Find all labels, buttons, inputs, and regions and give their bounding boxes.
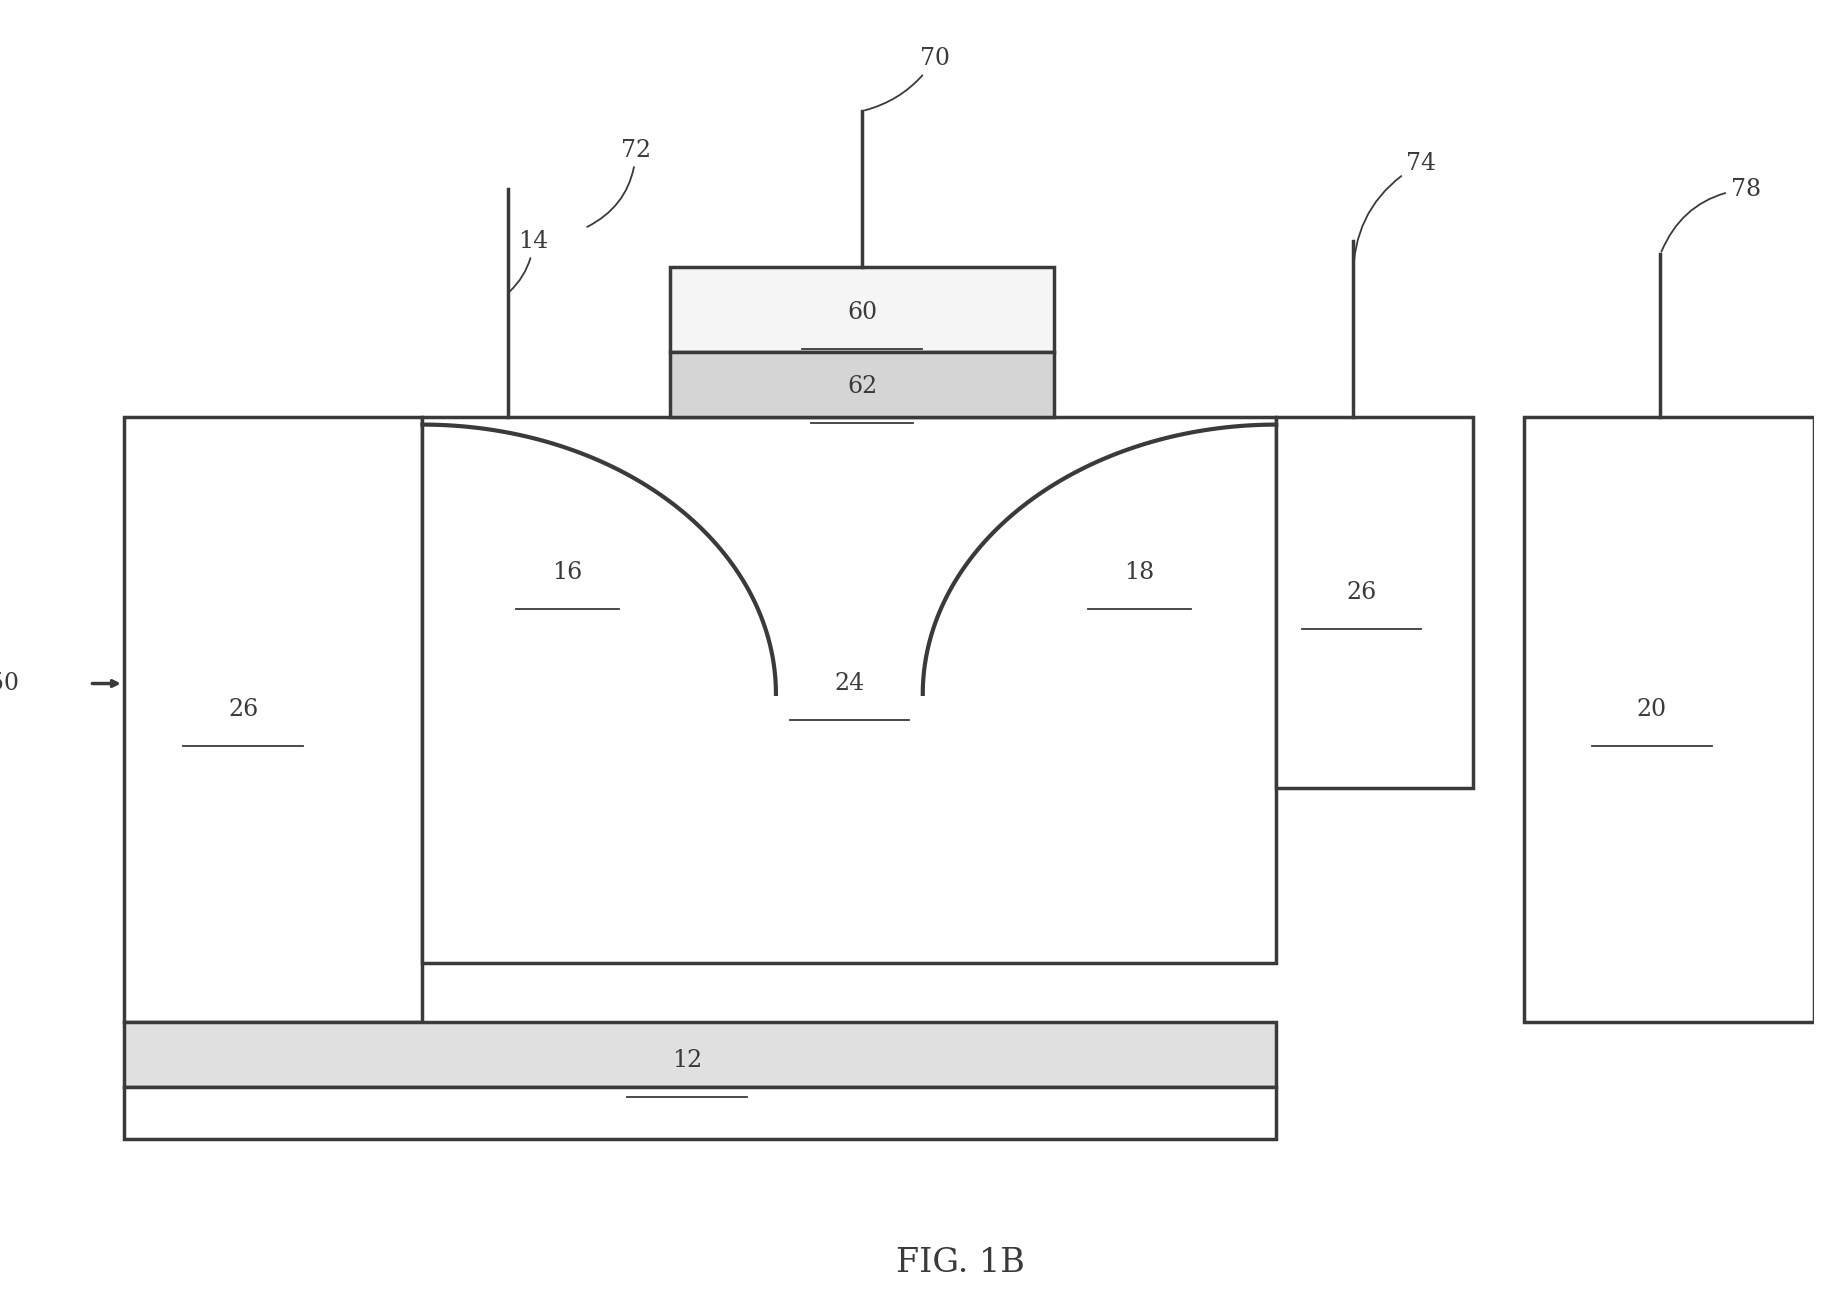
- Text: 50: 50: [0, 672, 20, 696]
- Text: FIG. 1B: FIG. 1B: [896, 1247, 1025, 1278]
- Bar: [1524, 417, 1814, 1022]
- Text: 26: 26: [1346, 581, 1377, 604]
- Bar: [422, 417, 1277, 964]
- Text: 24: 24: [834, 672, 865, 696]
- Bar: [670, 351, 1054, 417]
- Text: 14: 14: [510, 230, 548, 292]
- Text: 18: 18: [1125, 562, 1155, 584]
- Bar: [124, 1088, 1277, 1139]
- Text: 62: 62: [847, 375, 878, 398]
- Text: 78: 78: [1661, 178, 1761, 251]
- Text: 16: 16: [552, 562, 583, 584]
- Text: 26: 26: [228, 698, 259, 721]
- Text: 70: 70: [865, 47, 951, 110]
- Text: 60: 60: [847, 301, 878, 325]
- Bar: [670, 267, 1054, 351]
- Text: 72: 72: [586, 138, 650, 227]
- Bar: [124, 417, 422, 1022]
- Bar: [1277, 417, 1473, 788]
- Bar: [124, 1022, 1277, 1088]
- Text: 74: 74: [1353, 151, 1437, 277]
- Text: 12: 12: [672, 1049, 703, 1072]
- Text: 20: 20: [1637, 698, 1666, 721]
